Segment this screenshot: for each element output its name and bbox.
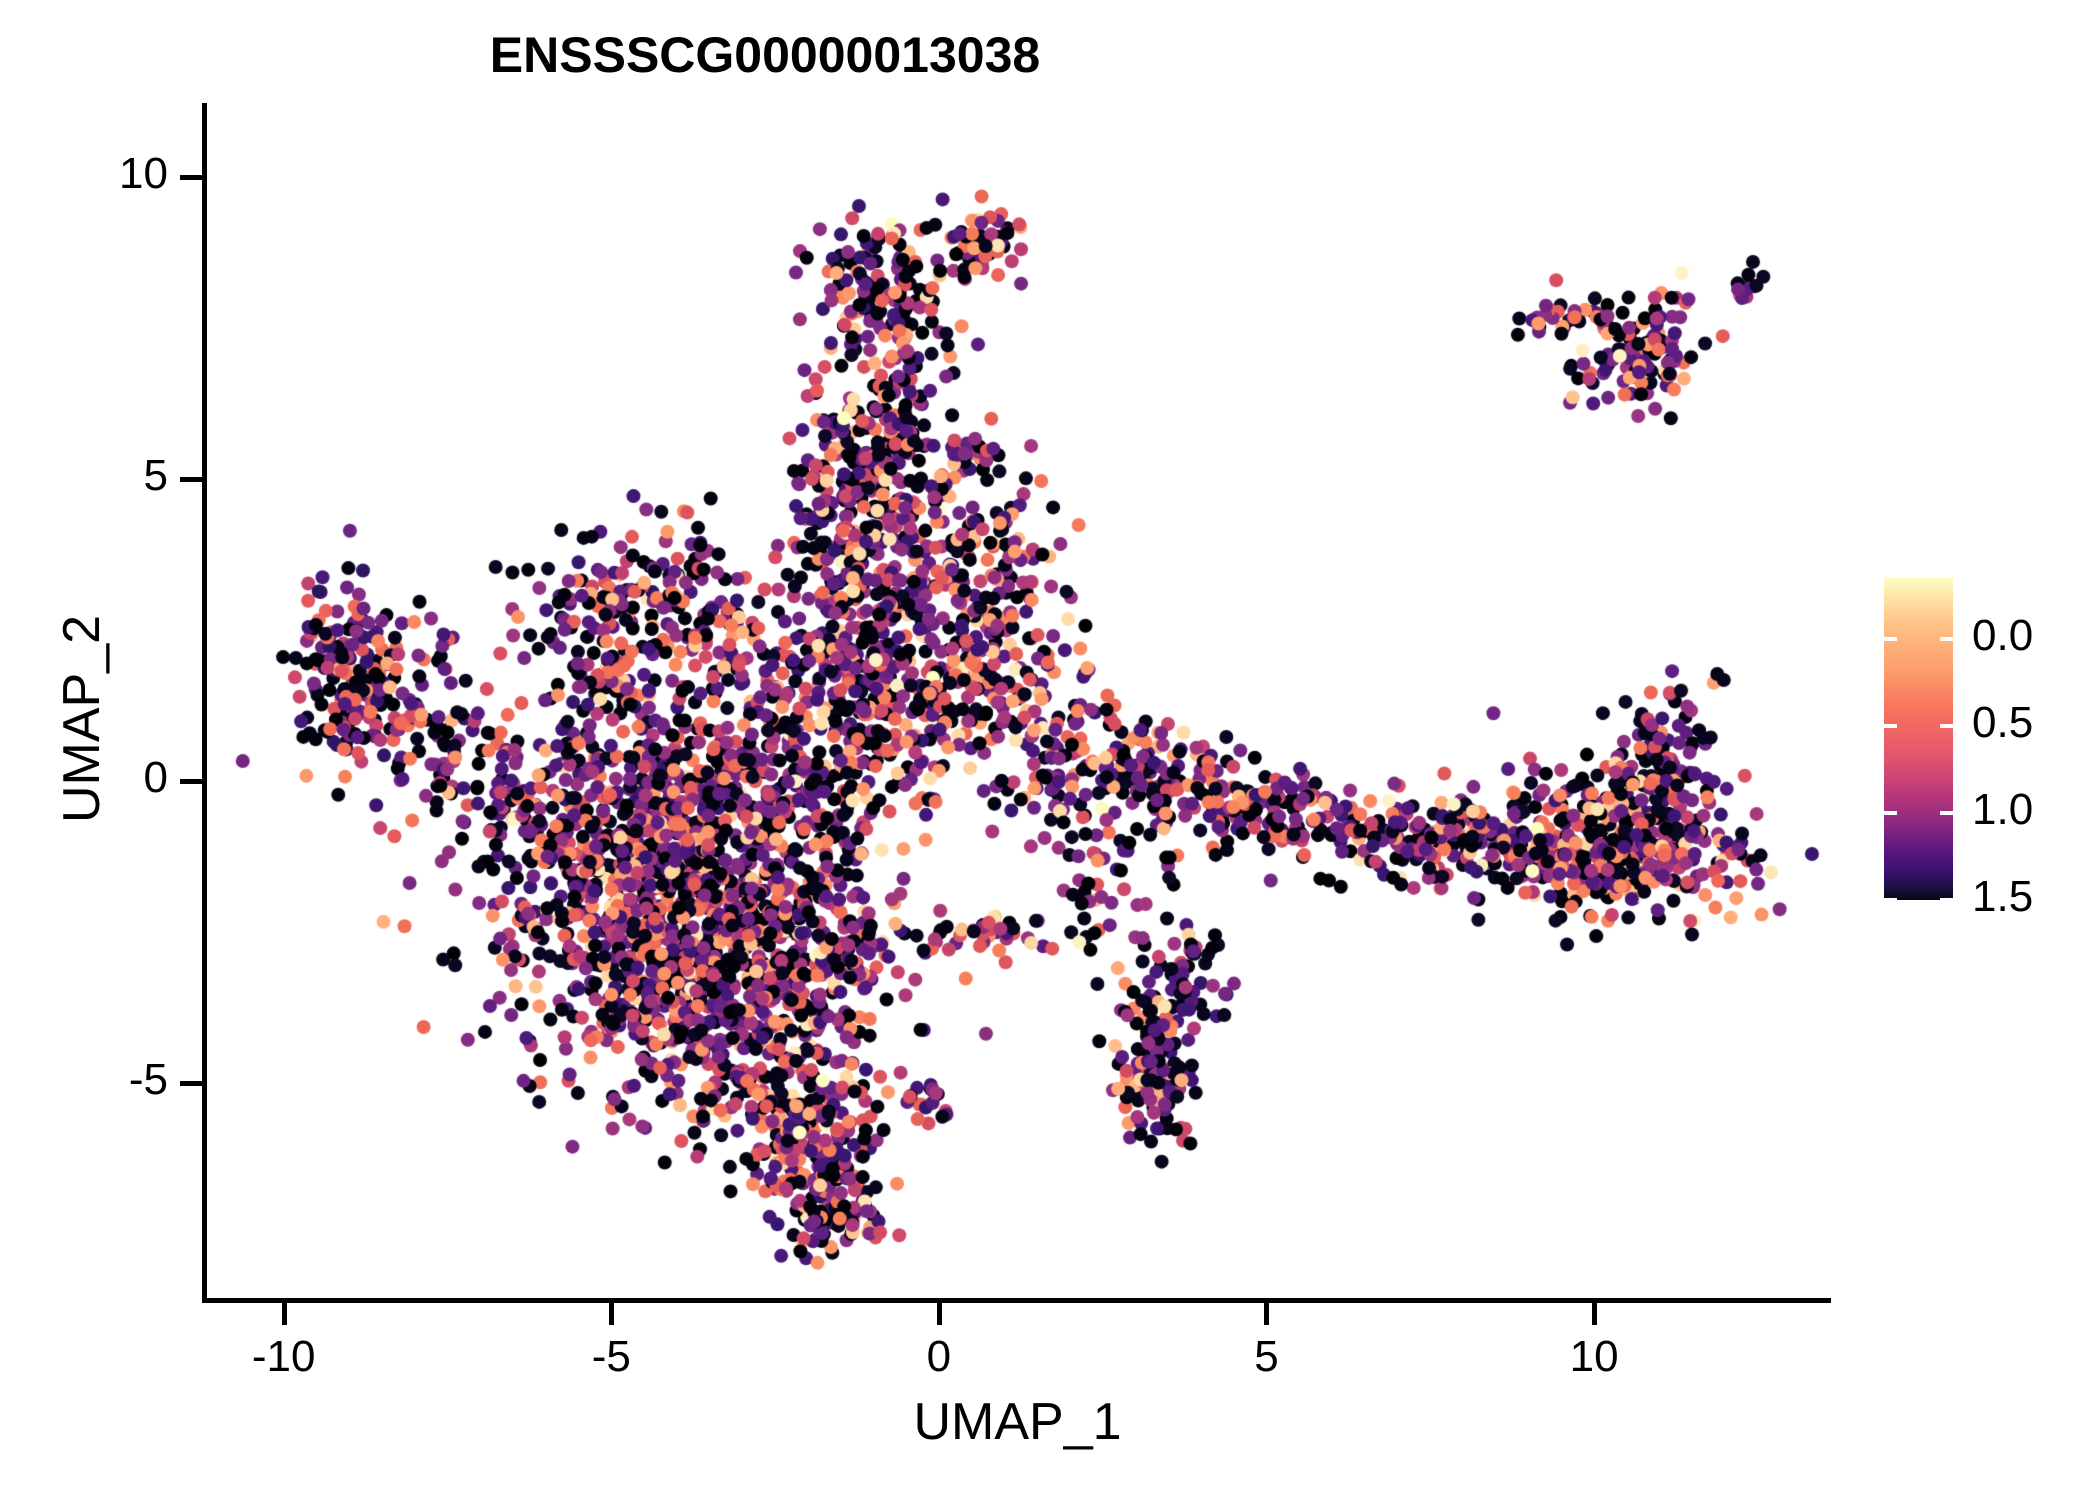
colorbar-tick-mark — [1884, 636, 1897, 641]
colorbar-tick-mark — [1940, 898, 1953, 902]
x-tick-label: -5 — [591, 1332, 631, 1381]
y-tick-mark — [180, 778, 202, 784]
page-title: ENSSSCG00000013038 — [489, 27, 1041, 83]
colorbar-tick-mark — [1884, 723, 1897, 728]
x-tick-mark — [281, 1303, 287, 1325]
y-tick-label: 0 — [143, 752, 168, 802]
y-axis-title: UMAP_2 — [53, 614, 111, 823]
x-tick-label: -10 — [251, 1332, 316, 1381]
y-tick-mark — [180, 175, 202, 181]
colorbar-tick-mark — [1940, 636, 1953, 641]
x-tick-label: 0 — [926, 1332, 952, 1381]
colorbar-tick-label: 1.0 — [1972, 784, 2034, 834]
colorbar-gradient — [1884, 578, 1953, 900]
y-axis-line — [202, 103, 207, 1302]
x-tick-mark — [1264, 1303, 1270, 1325]
plot-panel — [205, 105, 1830, 1300]
x-tick-label: 5 — [1254, 1332, 1279, 1381]
colorbar-tick-label: 0.0 — [1972, 610, 2034, 660]
colorbar-tick-label: 0.5 — [1972, 697, 2034, 747]
x-tick-mark — [1592, 1303, 1598, 1325]
x-tick-mark — [609, 1303, 615, 1325]
color-legend: 1.5 1.0 0.5 0.0 — [1884, 578, 2084, 921]
y-tick-label: 10 — [119, 149, 168, 199]
colorbar-tick-mark — [1940, 810, 1953, 815]
colorbar-tick-mark — [1884, 810, 1897, 815]
x-tick-label: 10 — [1569, 1332, 1619, 1381]
y-tick-label: 5 — [143, 451, 168, 501]
x-tick-mark — [936, 1303, 942, 1325]
colorbar-tick-mark — [1940, 723, 1953, 728]
x-axis-title: UMAP_1 — [913, 1393, 1122, 1451]
y-tick-mark — [180, 477, 202, 483]
y-tick-label: -5 — [128, 1054, 168, 1104]
colorbar-tick-label: 1.5 — [1972, 872, 2034, 921]
y-tick-mark — [180, 1080, 202, 1086]
x-axis-line — [202, 1298, 1831, 1303]
colorbar-tick-mark — [1884, 898, 1897, 902]
scatter-points-layer — [205, 105, 1830, 1300]
